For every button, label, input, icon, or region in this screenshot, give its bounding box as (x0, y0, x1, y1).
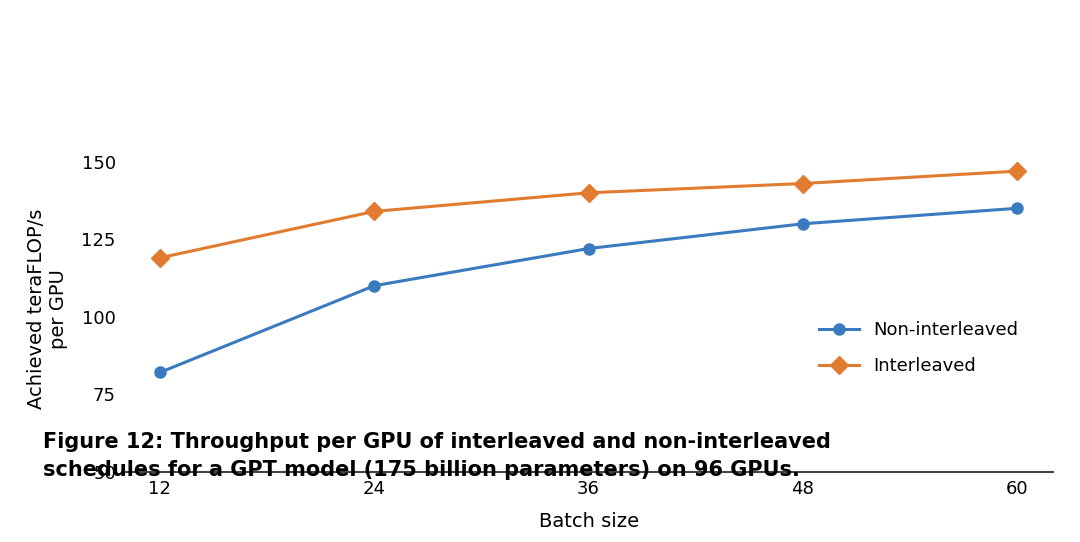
Y-axis label: Achieved teraFLOP/s
per GPU: Achieved teraFLOP/s per GPU (27, 209, 68, 409)
Text: Figure 12: Throughput per GPU of interleaved and non-interleaved
schedules for a: Figure 12: Throughput per GPU of interle… (43, 431, 832, 480)
Non-interleaved (582, 246, 595, 252)
Interleaved (153, 255, 166, 261)
Interleaved (368, 208, 381, 215)
Interleaved (582, 190, 595, 196)
X-axis label: Batch size: Batch size (539, 512, 638, 531)
Interleaved (1011, 168, 1024, 175)
Non-interleaved (1011, 205, 1024, 211)
Non-interleaved (153, 369, 166, 376)
Line: Non-interleaved: Non-interleaved (154, 203, 1023, 378)
Non-interleaved (796, 221, 809, 227)
Interleaved (796, 180, 809, 187)
Line: Interleaved: Interleaved (153, 165, 1024, 264)
Non-interleaved (368, 282, 381, 289)
Legend: Non-interleaved, Interleaved: Non-interleaved, Interleaved (812, 314, 1025, 382)
